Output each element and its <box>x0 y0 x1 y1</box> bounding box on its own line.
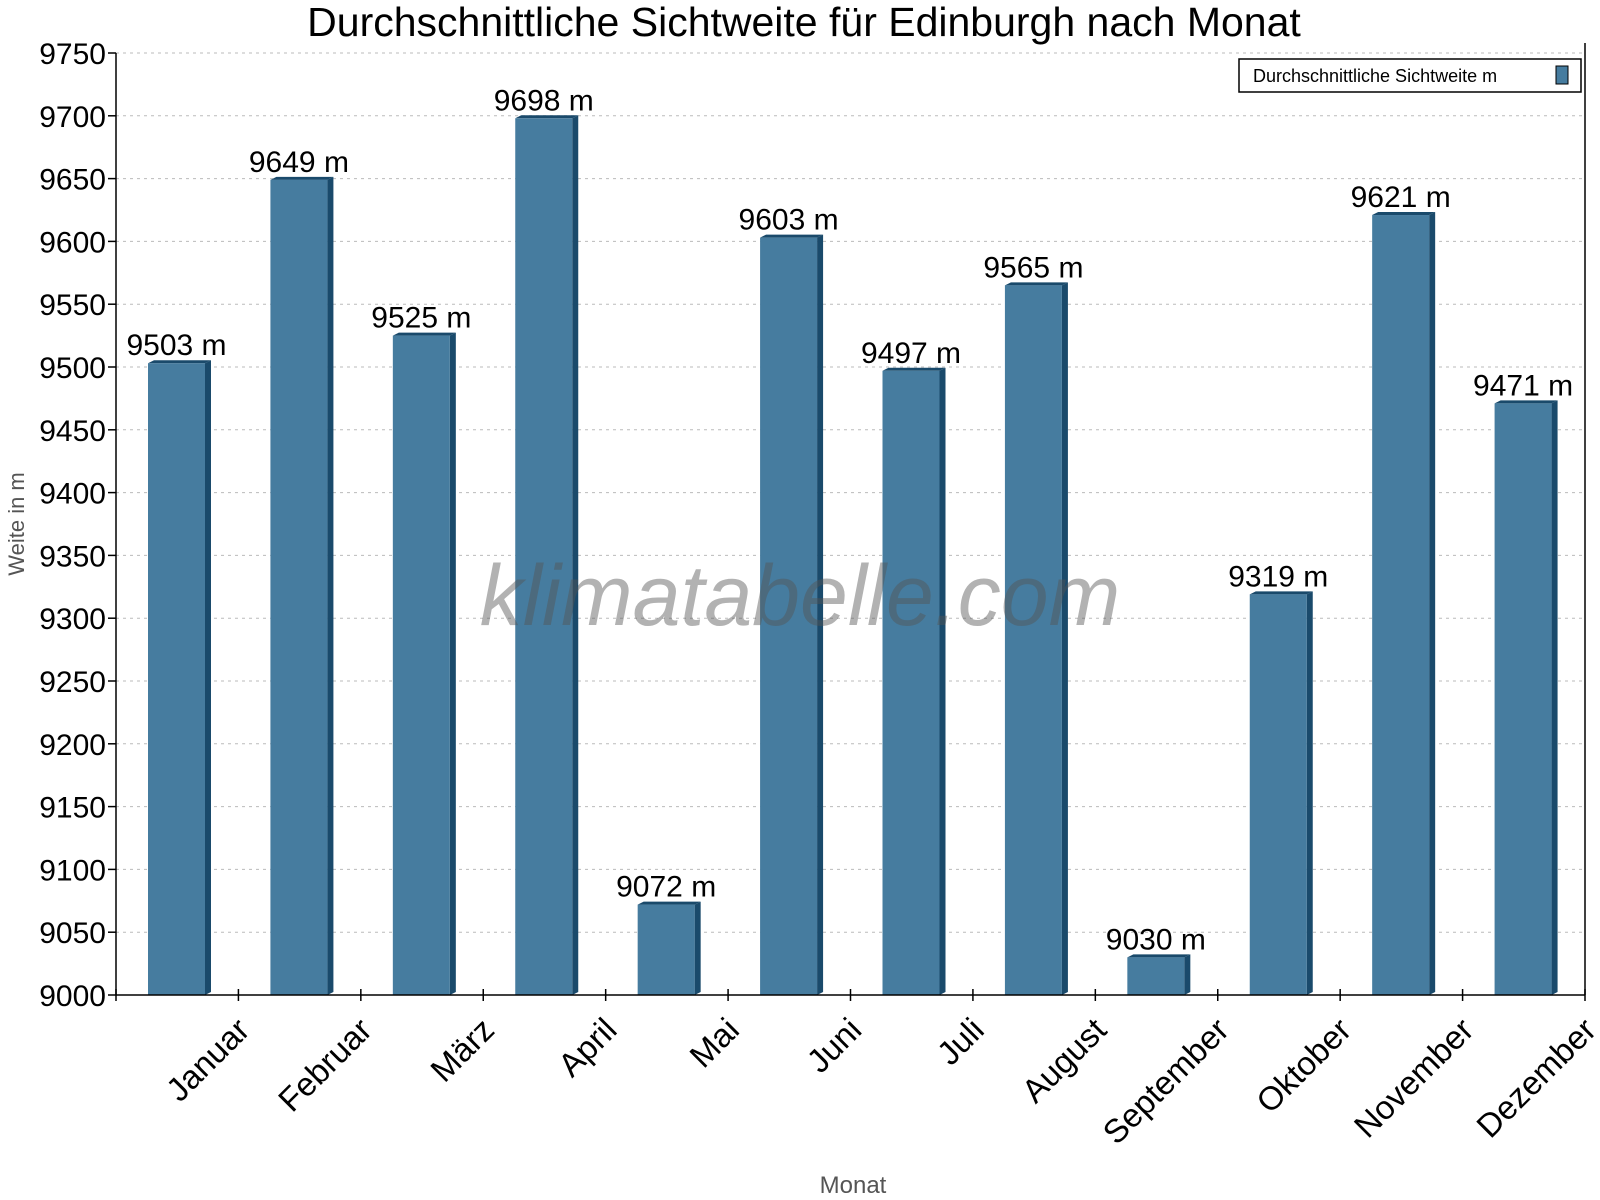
x-tick-label: Februar <box>271 1011 379 1119</box>
bar-side <box>1184 954 1191 995</box>
x-tick-label: September <box>1095 1011 1235 1151</box>
bar-top <box>1372 212 1436 216</box>
watermark: klimatabelle.com <box>480 548 1120 644</box>
y-tick-label: 9350 <box>39 540 106 573</box>
bar <box>1127 957 1185 995</box>
x-tick-label: April <box>551 1011 624 1084</box>
bars: 9503 m 9649 m 9525 m 9698 m 9072 m 9603 m 9497… <box>126 84 1573 996</box>
bar-top <box>392 332 456 336</box>
data-label: 9503 m <box>126 329 226 362</box>
y-tick-label: 9300 <box>39 603 106 636</box>
x-axis-label: Monat <box>820 1172 887 1199</box>
bar <box>392 335 450 996</box>
y-tick-label: 9450 <box>39 415 106 448</box>
data-label: 9621 m <box>1351 181 1451 214</box>
bar <box>1372 215 1430 996</box>
bar <box>882 370 940 995</box>
y-tick-label: 9050 <box>39 917 106 950</box>
y-tick-label: 9200 <box>39 729 106 762</box>
bar-top <box>637 901 701 905</box>
bar <box>637 904 695 995</box>
y-tick-label: 9150 <box>39 792 106 825</box>
data-label: 9649 m <box>249 146 349 179</box>
bar-top <box>882 367 946 371</box>
y-tick-label: 9650 <box>39 164 106 197</box>
x-tick-label: Mai <box>682 1011 746 1075</box>
y-tick-label: 9550 <box>39 289 106 322</box>
y-tick-label: 9400 <box>39 478 106 511</box>
bar <box>1004 285 1062 995</box>
data-label: 9565 m <box>983 251 1083 284</box>
bar-top <box>1494 400 1558 404</box>
bar <box>1249 594 1307 995</box>
bar <box>760 237 818 995</box>
bar-side <box>327 176 334 995</box>
y-tick-label: 9250 <box>39 666 106 699</box>
bar-side <box>449 332 456 996</box>
x-tick-label: März <box>423 1011 501 1089</box>
data-label: 9525 m <box>371 302 471 335</box>
bar <box>1494 403 1552 995</box>
bar-side <box>817 234 824 995</box>
bar-top <box>1249 591 1313 595</box>
bar-top <box>270 176 334 180</box>
legend: Durchschnittliche Sichtweite m <box>1238 58 1582 93</box>
bar <box>148 363 205 995</box>
bar <box>270 179 328 995</box>
data-label: 9698 m <box>494 84 594 117</box>
x-tick-label: Juni <box>799 1011 868 1080</box>
bar-side <box>1429 212 1436 996</box>
bar-top <box>148 360 211 364</box>
bar-side <box>1551 400 1558 995</box>
y-tick-label: 9100 <box>39 854 106 887</box>
bar-top <box>1004 282 1068 286</box>
y-tick-label: 9700 <box>39 101 106 134</box>
bar-top <box>515 115 579 119</box>
data-label: 9471 m <box>1473 369 1573 402</box>
legend-label: Durchschnittliche Sichtweite m <box>1253 66 1497 86</box>
y-tick-label: 9500 <box>39 352 106 385</box>
bar-side <box>572 115 579 995</box>
legend-swatch <box>1555 65 1569 85</box>
y-tick-label: 9600 <box>39 226 106 259</box>
bar <box>515 118 573 995</box>
data-label: 9030 m <box>1106 923 1206 956</box>
bar-side <box>694 901 701 995</box>
x-tick-label: Januar <box>159 1011 257 1109</box>
bar-side <box>205 360 211 995</box>
x-tick-label: Juli <box>930 1011 991 1072</box>
y-tick-label: 9000 <box>39 980 106 1013</box>
data-label: 9497 m <box>861 337 961 370</box>
bar-side <box>939 367 946 995</box>
x-tick-label: Oktober <box>1249 1011 1358 1120</box>
chart-title: Durchschnittliche Sichtweite für Edinbur… <box>307 0 1301 45</box>
data-label: 9603 m <box>739 204 839 237</box>
data-label: 9319 m <box>1228 560 1328 593</box>
bar-top <box>760 234 824 238</box>
x-tick-label: November <box>1347 1011 1481 1145</box>
data-label: 9072 m <box>616 871 716 904</box>
bar-side <box>1061 282 1068 995</box>
y-axis-label: Weite in m <box>4 472 29 576</box>
x-tick-label: Dezember <box>1469 1011 1600 1145</box>
x-tick-label: August <box>1014 1011 1113 1110</box>
bar-side <box>1306 591 1313 995</box>
y-tick-label: 9750 <box>39 38 106 71</box>
bar-top <box>1127 954 1191 958</box>
